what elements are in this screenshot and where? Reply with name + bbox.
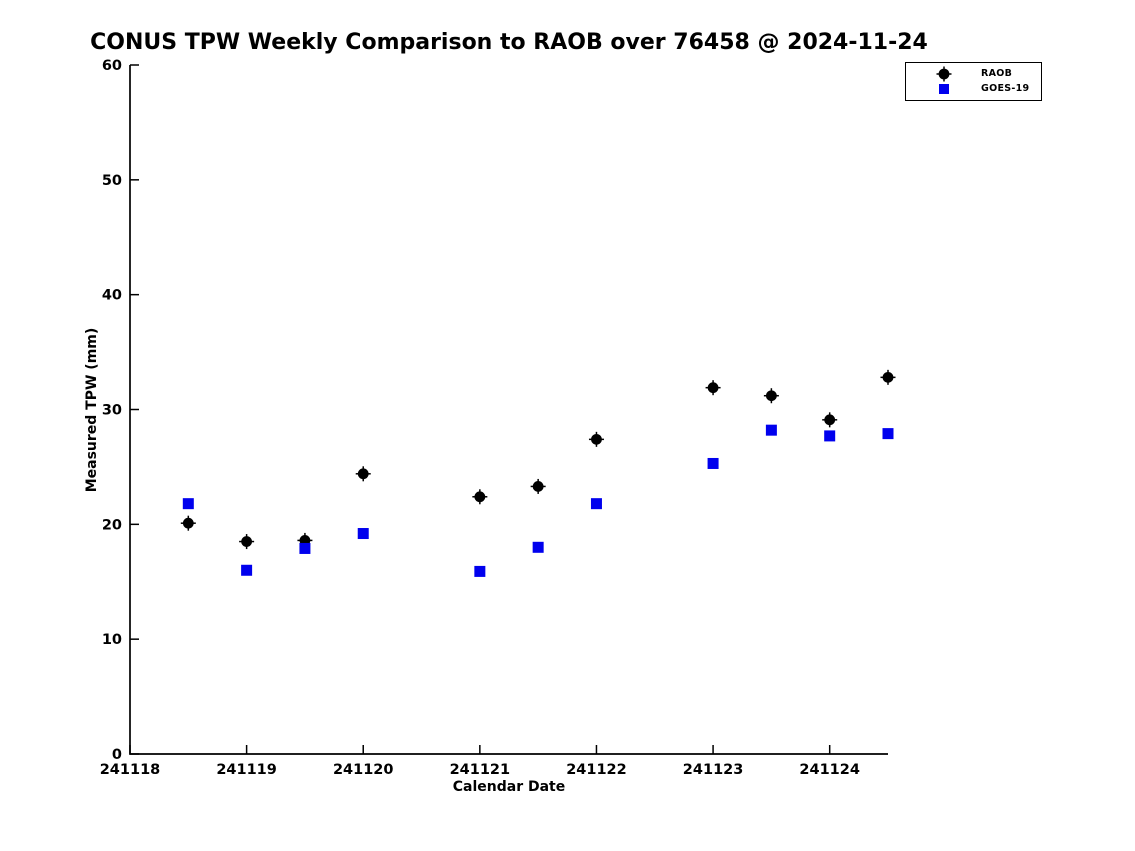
y-tick-label: 0 <box>112 747 122 763</box>
chart-title: CONUS TPW Weekly Comparison to RAOB over… <box>90 30 928 55</box>
goes19-point <box>882 428 894 440</box>
x-tick-label: 241124 <box>799 762 860 778</box>
x-axis-label: Calendar Date <box>452 779 566 795</box>
x-tick-label: 241123 <box>683 762 744 778</box>
y-tick-label: 50 <box>102 173 122 189</box>
x-tick-label: 241118 <box>100 762 161 778</box>
legend-label: GOES-19 <box>981 83 1030 94</box>
raob-point <box>765 390 777 402</box>
y-tick-label: 10 <box>102 632 122 648</box>
legend-label: RAOB <box>981 68 1013 79</box>
y-tick-label: 20 <box>102 517 122 533</box>
raob-point <box>357 468 369 480</box>
y-axis-label: Measured TPW (mm) <box>84 327 100 493</box>
goes19-point <box>707 457 719 469</box>
goes19-point <box>474 565 486 577</box>
goes19-marker-icon <box>939 83 949 94</box>
x-tick-label: 241119 <box>216 762 277 778</box>
goes19-point <box>182 498 194 510</box>
legend: RAOB GOES-19 <box>905 62 1042 101</box>
goes19-point <box>241 564 253 576</box>
x-tick-label: 241120 <box>333 762 394 778</box>
x-tick-label: 241121 <box>450 762 511 778</box>
x-tick-label: 241122 <box>566 762 627 778</box>
raob-marker-icon <box>936 66 952 81</box>
raob-point <box>591 433 602 445</box>
y-tick-label: 30 <box>102 403 122 419</box>
goes19-point <box>765 424 777 436</box>
legend-item-goes19: GOES-19 <box>906 81 1041 96</box>
y-tick-label: 60 <box>102 58 122 74</box>
goes19-point <box>357 528 369 540</box>
raob-point <box>474 491 486 503</box>
raob-point <box>882 371 894 383</box>
raob-point <box>241 536 253 547</box>
y-tick-label: 40 <box>102 288 122 304</box>
axis-spines <box>129 65 888 755</box>
raob-point <box>707 382 719 394</box>
goes19-point <box>532 541 544 553</box>
raob-point <box>824 414 836 426</box>
raob-point <box>532 481 544 492</box>
goes19-point <box>824 430 836 442</box>
legend-item-raob: RAOB <box>906 66 1041 81</box>
raob-point <box>182 517 194 529</box>
goes19-point <box>299 542 311 554</box>
goes19-point <box>590 498 602 510</box>
